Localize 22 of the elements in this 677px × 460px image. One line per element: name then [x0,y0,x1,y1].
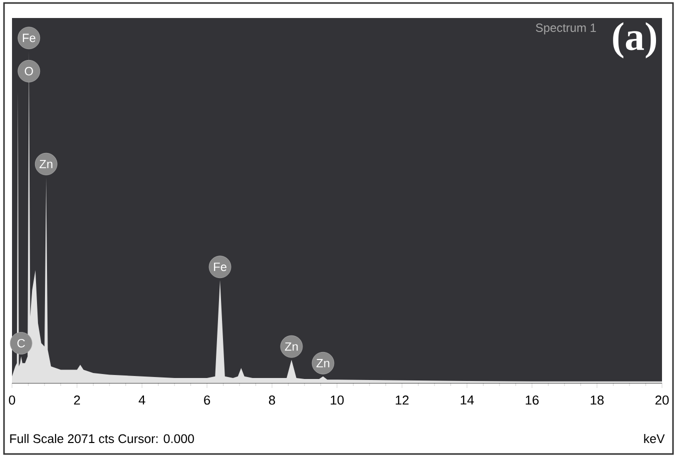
annotation: Zn [40,160,52,168]
x-tick-label: 20 [655,396,669,405]
x-tick-label: 2 [74,396,80,405]
x-tick-label: 8 [268,396,276,405]
x-tick-label: 6 [204,396,210,405]
annotation: O [24,66,33,76]
annotation: Fe [214,262,226,272]
x-tick-label: 12 [396,396,409,405]
annotation: C [17,339,25,348]
x-tick-label: 18 [590,396,604,405]
x-tick-label: 14 [460,396,474,404]
x-tick-label: 4 [138,396,146,404]
x-axis-title: keV [644,434,665,444]
x-tick-label: 16 [526,396,539,405]
x-tick-label: 0 [8,396,16,405]
text: Full Scale 2071 cts Cursor: 0.000 [10,434,194,444]
annotation: Zn [316,359,330,368]
x-tick-label: 10 [330,396,344,405]
annotation: Zn [284,342,298,351]
annotation: (a) [613,22,656,58]
annotation: Fe [22,34,36,42]
chart-title: Spectrum 1 [536,24,596,34]
